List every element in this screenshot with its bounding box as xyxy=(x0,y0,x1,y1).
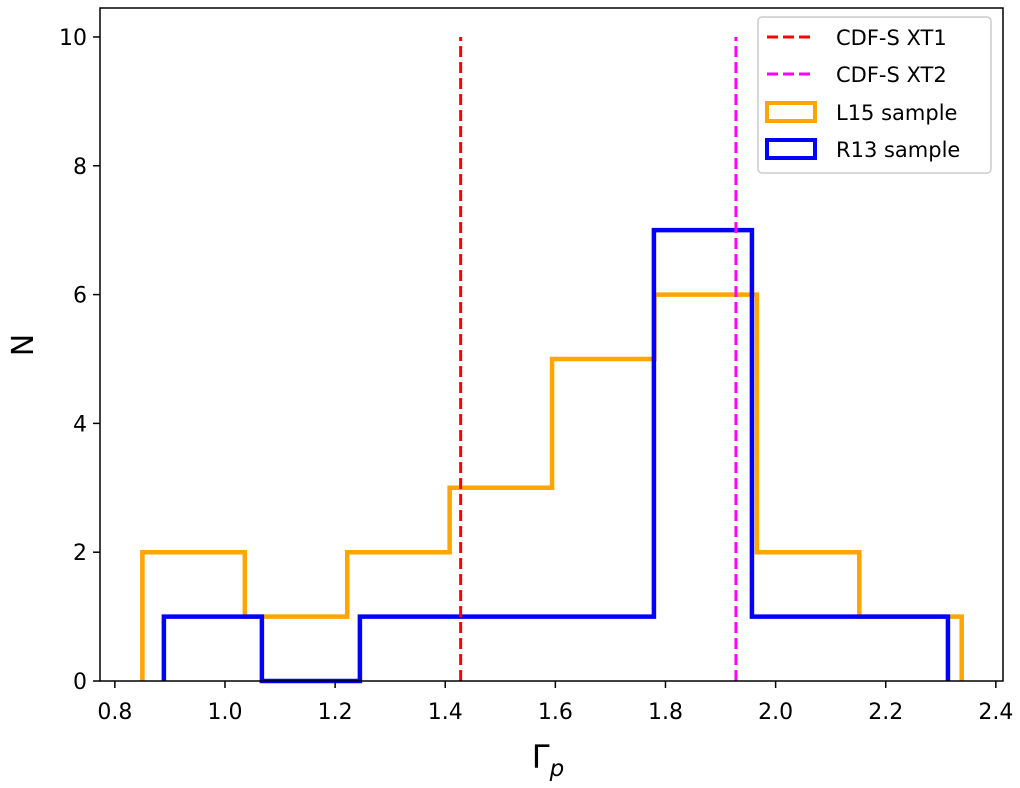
legend-handle xyxy=(765,101,817,123)
y-tick-label: 10 xyxy=(59,26,87,51)
y-tick-label: 2 xyxy=(73,541,87,566)
y-tick-label: 6 xyxy=(73,284,87,309)
x-tick-label: 1.4 xyxy=(428,700,463,725)
legend-label: L15 sample xyxy=(836,101,957,125)
series-r13-sample xyxy=(161,227,951,684)
series-l15-sample xyxy=(140,292,964,681)
x-tick-label: 2.0 xyxy=(758,700,793,725)
legend-handle xyxy=(765,138,817,160)
x-tick-label: 2.2 xyxy=(868,700,903,725)
legend: CDF-S XT1 CDF-S XT2 L15 sample R13 sample xyxy=(757,16,992,174)
y-axis-label: N xyxy=(6,334,41,356)
legend-label: CDF-S XT1 xyxy=(836,26,947,50)
series-layer xyxy=(140,36,964,684)
x-axis-label-subscript: p xyxy=(549,756,565,782)
legend-label: R13 sample xyxy=(836,138,960,162)
x-tick-label: 2.4 xyxy=(978,700,1013,725)
y-tick-label: 0 xyxy=(73,670,87,695)
y-tick-label: 8 xyxy=(73,155,87,180)
y-tick-label: 4 xyxy=(73,412,87,437)
x-tick-label: 1.0 xyxy=(207,700,242,725)
x-tick-label: 1.6 xyxy=(538,700,573,725)
x-tick-label: 1.8 xyxy=(648,700,683,725)
axis-ticks: 0.8 1.0 1.2 1.4 1.6 1.8 2.0 2.2 2.4 0 2 4 6 8 10 xyxy=(59,26,1013,725)
x-axis-label: Γp xyxy=(532,738,564,782)
legend-label: CDF-S XT2 xyxy=(836,63,947,87)
x-tick-label: 1.2 xyxy=(318,700,353,725)
x-tick-label: 0.8 xyxy=(97,700,132,725)
plot-frame xyxy=(99,7,1004,682)
legend-box xyxy=(757,16,992,174)
